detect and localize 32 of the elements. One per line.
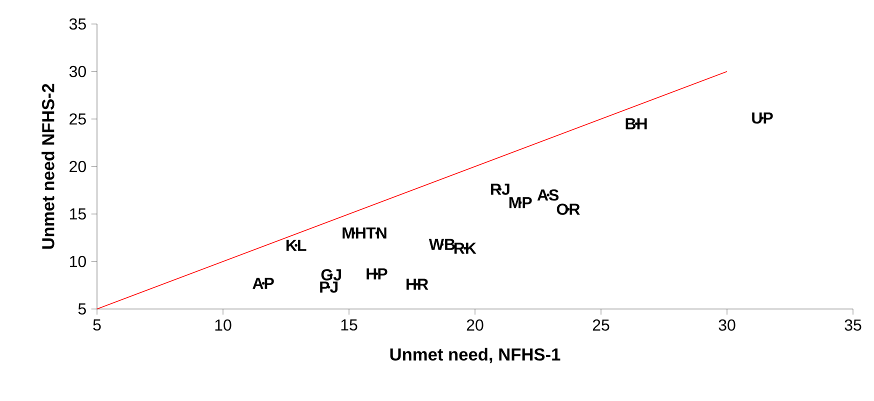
x-tick-label: 15 [341, 319, 358, 331]
y-tick-label: 20 [70, 160, 86, 172]
y-tick-label: 10 [70, 256, 86, 268]
data-label: MH [342, 228, 366, 239]
data-label: HR [406, 278, 428, 290]
y-tick-label: 30 [69, 66, 86, 78]
data-label: OR [556, 204, 580, 215]
data-label: TN [366, 228, 386, 239]
data-label: MP [509, 197, 532, 208]
x-tick-label: 5 [93, 319, 101, 331]
data-label: WB [428, 238, 455, 250]
x-tick-label: 35 [844, 319, 862, 331]
data-label: RJ [491, 184, 510, 195]
y-tick-label: 35 [69, 18, 86, 30]
data-label: PJ [320, 282, 338, 293]
data-label: KL [286, 240, 306, 251]
data-label: AS [537, 189, 559, 201]
x-tick-label: 25 [592, 319, 610, 331]
y-axis-title: Unmet need NFHS-2 [42, 84, 54, 249]
data-label: GJ [321, 269, 341, 280]
y-tick-label: 5 [78, 303, 86, 315]
x-tick-label: 30 [718, 319, 736, 331]
data-label: UP [752, 112, 773, 124]
y-tick-label: 15 [70, 208, 86, 220]
data-label: HP [366, 268, 388, 280]
data-label: RK [454, 242, 476, 254]
x-axis-title: Unmet need, NFHS-1 [390, 348, 560, 364]
data-label: BH [626, 118, 647, 130]
data-label: AP [252, 278, 274, 289]
x-tick-label: 20 [466, 319, 484, 331]
y-tick-label: 25 [70, 113, 86, 125]
x-tick-label: 10 [215, 319, 232, 331]
